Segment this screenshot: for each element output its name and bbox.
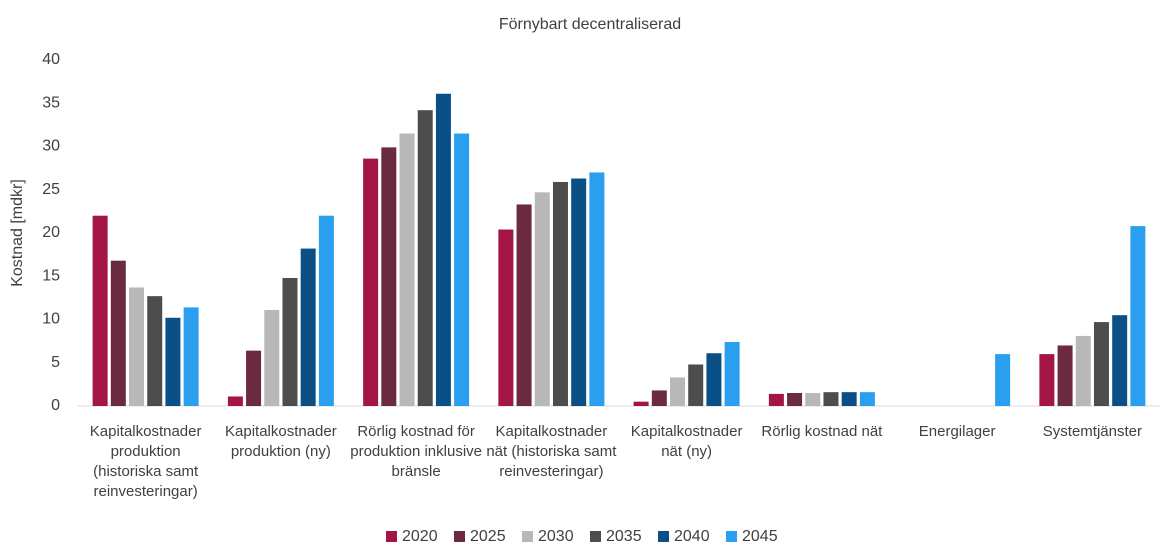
x-tick-label: Kapitalkostnader produktion (historiska … [89, 423, 202, 500]
bar [552, 181, 568, 406]
legend-label: 2040 [674, 528, 710, 545]
bar [516, 204, 532, 406]
y-tick-label: 40 [42, 51, 60, 68]
legend-swatch [590, 531, 601, 542]
bar [183, 307, 199, 406]
y-axis-title: Kostnad [mdkr] [9, 179, 26, 287]
bar [787, 393, 803, 406]
x-tick-label: Rörlig kostnad nät [761, 423, 883, 440]
bar [318, 215, 334, 406]
bar [264, 309, 280, 406]
bar [651, 390, 667, 406]
y-tick-label: 35 [42, 94, 60, 111]
bar [300, 248, 316, 406]
legend-label: 2030 [538, 528, 574, 545]
bar [227, 396, 243, 406]
bar [1112, 315, 1128, 406]
bar [399, 133, 415, 406]
x-tick-label: Energilager [918, 423, 996, 440]
legend-swatch [454, 531, 465, 542]
bar [571, 178, 587, 406]
x-tick-label: Systemtjänster [1042, 423, 1142, 440]
y-tick-label: 15 [42, 267, 60, 284]
x-tick-label: Kapitalkostnader produktion (ny) [225, 423, 337, 460]
legend-label: 2020 [402, 528, 438, 545]
legend-swatch [386, 531, 397, 542]
chart-title: Förnybart decentraliserad [499, 16, 681, 33]
bar [724, 341, 740, 406]
bar [1130, 226, 1146, 406]
bar [633, 401, 649, 406]
bar [995, 354, 1011, 406]
x-tick-label: Rörlig kostnad för produktion inklusive … [350, 423, 482, 480]
legend-label: 2025 [470, 528, 506, 545]
y-tick-label: 20 [42, 224, 60, 241]
legend-label: 2045 [742, 528, 778, 545]
bar [110, 260, 126, 406]
bar [589, 172, 605, 406]
x-tick-label: Kapitalkostnader nät (ny) [630, 423, 743, 460]
bar [246, 350, 262, 406]
bar [805, 393, 821, 406]
legend-label: 2035 [606, 528, 642, 545]
y-tick-label: 10 [42, 311, 60, 328]
y-tick-label: 5 [51, 354, 60, 371]
bar [1039, 354, 1055, 406]
bar [363, 158, 379, 406]
bar [282, 277, 298, 406]
bar [859, 392, 875, 406]
bar [1057, 345, 1073, 406]
bar [823, 392, 839, 406]
bar [706, 353, 722, 406]
x-tick-label: Kapitalkostnader nät (historiska samt re… [486, 423, 617, 480]
bar [670, 377, 686, 406]
bar [381, 147, 397, 407]
legend-swatch [726, 531, 737, 542]
legend-swatch [522, 531, 533, 542]
bar [435, 93, 451, 407]
bar [129, 287, 145, 406]
bar [165, 317, 181, 406]
bar [1093, 322, 1109, 406]
bar [534, 192, 550, 406]
bar [1075, 335, 1091, 406]
bar [841, 392, 857, 406]
bar [498, 229, 514, 406]
bar [147, 296, 163, 406]
bar [768, 393, 784, 406]
bar [454, 133, 470, 406]
bar [92, 215, 108, 406]
y-tick-label: 0 [51, 397, 60, 414]
bar [417, 110, 433, 407]
y-tick-label: 30 [42, 138, 60, 155]
legend-swatch [658, 531, 669, 542]
y-tick-label: 25 [42, 181, 60, 198]
bar [688, 364, 704, 406]
